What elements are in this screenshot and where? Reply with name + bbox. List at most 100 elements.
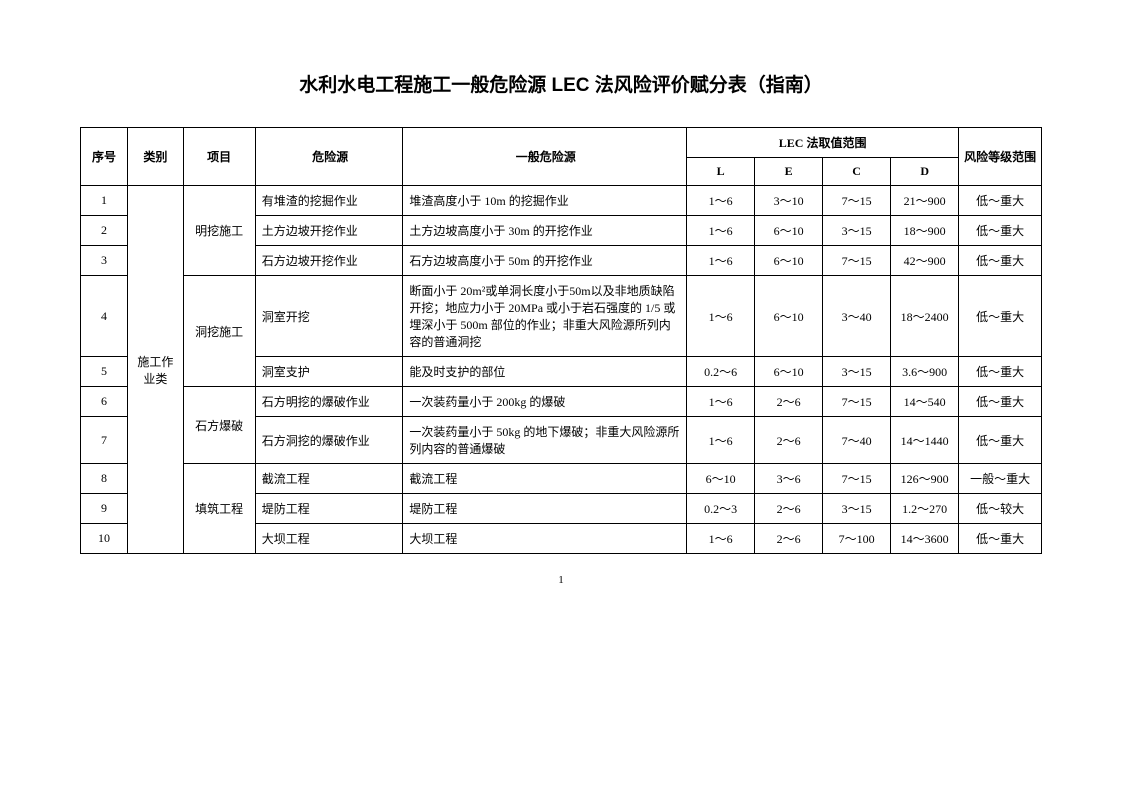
cell-l: 0.2～3 <box>687 494 755 524</box>
table-row: 4 洞挖施工 洞室开挖 断面小于 20m²或单洞长度小于50m以及非地质缺陷开挖… <box>81 276 1042 357</box>
cell-c: 3～15 <box>823 216 891 246</box>
cell-seq: 4 <box>81 276 128 357</box>
cell-hazard: 有堆渣的挖掘作业 <box>255 186 403 216</box>
cell-seq: 2 <box>81 216 128 246</box>
cell-c: 7～100 <box>823 524 891 554</box>
header-project: 项目 <box>183 128 255 186</box>
cell-d: 3.6～900 <box>891 357 959 387</box>
cell-project: 填筑工程 <box>183 464 255 554</box>
cell-d: 1.2～270 <box>891 494 959 524</box>
cell-d: 14～540 <box>891 387 959 417</box>
cell-hazard: 石方洞挖的爆破作业 <box>255 417 403 464</box>
document-page: 水利水电工程施工一般危险源 LEC 法风险评价赋分表（指南） 序号 类别 项目 … <box>0 0 1122 626</box>
risk-table: 序号 类别 项目 危险源 一般危险源 LEC 法取值范围 风险等级范围 L E … <box>80 127 1042 554</box>
header-d: D <box>891 158 959 186</box>
cell-d: 18～2400 <box>891 276 959 357</box>
cell-e: 3～6 <box>755 464 823 494</box>
cell-e: 6～10 <box>755 357 823 387</box>
header-general: 一般危险源 <box>403 128 687 186</box>
cell-project: 明挖施工 <box>183 186 255 276</box>
cell-e: 6～10 <box>755 216 823 246</box>
cell-risk: 低～重大 <box>959 186 1042 216</box>
cell-c: 7～15 <box>823 186 891 216</box>
cell-seq: 8 <box>81 464 128 494</box>
cell-e: 2～6 <box>755 417 823 464</box>
table-header: 序号 类别 项目 危险源 一般危险源 LEC 法取值范围 风险等级范围 L E … <box>81 128 1042 186</box>
cell-l: 1～6 <box>687 524 755 554</box>
cell-general: 断面小于 20m²或单洞长度小于50m以及非地质缺陷开挖；地应力小于 20MPa… <box>403 276 687 357</box>
cell-general: 能及时支护的部位 <box>403 357 687 387</box>
cell-category: 施工作业类 <box>128 186 183 554</box>
cell-general: 截流工程 <box>403 464 687 494</box>
cell-seq: 3 <box>81 246 128 276</box>
cell-project: 石方爆破 <box>183 387 255 464</box>
cell-hazard: 截流工程 <box>255 464 403 494</box>
cell-d: 18～900 <box>891 216 959 246</box>
cell-risk: 低～重大 <box>959 246 1042 276</box>
header-risk: 风险等级范围 <box>959 128 1042 186</box>
cell-e: 6～10 <box>755 276 823 357</box>
cell-hazard: 土方边坡开挖作业 <box>255 216 403 246</box>
cell-d: 126～900 <box>891 464 959 494</box>
header-e: E <box>755 158 823 186</box>
cell-risk: 低～重大 <box>959 276 1042 357</box>
cell-e: 2～6 <box>755 387 823 417</box>
cell-l: 1～6 <box>687 216 755 246</box>
cell-general: 一次装药量小于 50kg 的地下爆破；非重大风险源所列内容的普通爆破 <box>403 417 687 464</box>
cell-c: 3～15 <box>823 357 891 387</box>
cell-project: 洞挖施工 <box>183 276 255 387</box>
cell-d: 42～900 <box>891 246 959 276</box>
header-category: 类别 <box>128 128 183 186</box>
cell-risk: 低～重大 <box>959 417 1042 464</box>
cell-seq: 5 <box>81 357 128 387</box>
cell-c: 3～40 <box>823 276 891 357</box>
page-title: 水利水电工程施工一般危险源 LEC 法风险评价赋分表（指南） <box>80 70 1042 97</box>
cell-seq: 10 <box>81 524 128 554</box>
cell-risk: 低～重大 <box>959 216 1042 246</box>
cell-l: 1～6 <box>687 246 755 276</box>
cell-l: 6～10 <box>687 464 755 494</box>
cell-risk: 低～重大 <box>959 357 1042 387</box>
cell-l: 1～6 <box>687 387 755 417</box>
header-seq: 序号 <box>81 128 128 186</box>
cell-risk: 低～较大 <box>959 494 1042 524</box>
cell-hazard: 洞室开挖 <box>255 276 403 357</box>
cell-d: 21～900 <box>891 186 959 216</box>
cell-c: 7～40 <box>823 417 891 464</box>
cell-hazard: 洞室支护 <box>255 357 403 387</box>
cell-hazard: 石方边坡开挖作业 <box>255 246 403 276</box>
cell-l: 0.2～6 <box>687 357 755 387</box>
cell-hazard: 石方明挖的爆破作业 <box>255 387 403 417</box>
cell-d: 14～3600 <box>891 524 959 554</box>
cell-e: 2～6 <box>755 524 823 554</box>
cell-e: 2～6 <box>755 494 823 524</box>
header-c: C <box>823 158 891 186</box>
cell-l: 1～6 <box>687 417 755 464</box>
cell-d: 14～1440 <box>891 417 959 464</box>
cell-hazard: 堤防工程 <box>255 494 403 524</box>
header-hazard: 危险源 <box>255 128 403 186</box>
cell-seq: 7 <box>81 417 128 464</box>
table-row: 1 施工作业类 明挖施工 有堆渣的挖掘作业 堆渣高度小于 10m 的挖掘作业 1… <box>81 186 1042 216</box>
cell-e: 3～10 <box>755 186 823 216</box>
cell-risk: 低～重大 <box>959 524 1042 554</box>
cell-c: 7～15 <box>823 246 891 276</box>
cell-general: 大坝工程 <box>403 524 687 554</box>
cell-seq: 9 <box>81 494 128 524</box>
table-row: 8 填筑工程 截流工程 截流工程 6～10 3～6 7～15 126～900 一… <box>81 464 1042 494</box>
cell-risk: 低～重大 <box>959 387 1042 417</box>
cell-general: 石方边坡高度小于 50m 的开挖作业 <box>403 246 687 276</box>
header-l: L <box>687 158 755 186</box>
cell-c: 3～15 <box>823 494 891 524</box>
cell-e: 6～10 <box>755 246 823 276</box>
cell-general: 堤防工程 <box>403 494 687 524</box>
header-lec-group: LEC 法取值范围 <box>687 128 959 158</box>
cell-c: 7～15 <box>823 387 891 417</box>
table-row: 6 石方爆破 石方明挖的爆破作业 一次装药量小于 200kg 的爆破 1～6 2… <box>81 387 1042 417</box>
cell-seq: 1 <box>81 186 128 216</box>
cell-seq: 6 <box>81 387 128 417</box>
cell-l: 1～6 <box>687 276 755 357</box>
cell-general: 一次装药量小于 200kg 的爆破 <box>403 387 687 417</box>
cell-c: 7～15 <box>823 464 891 494</box>
page-number: 1 <box>80 574 1042 586</box>
